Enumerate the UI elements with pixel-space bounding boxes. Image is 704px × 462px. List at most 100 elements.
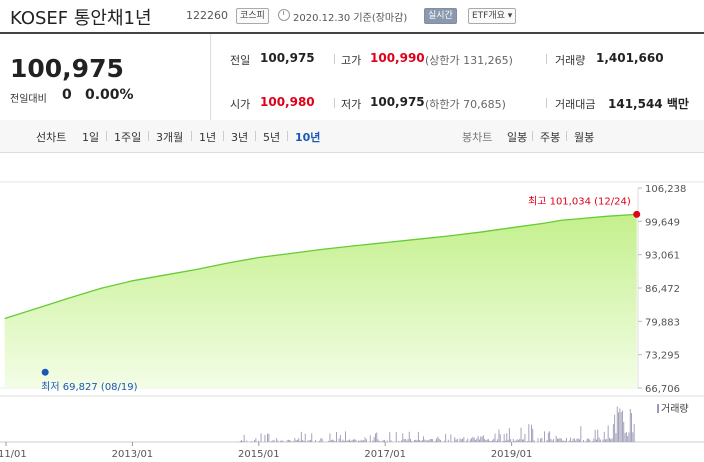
volume-bar bbox=[440, 439, 441, 442]
volume-bar bbox=[365, 439, 367, 442]
volume-bar bbox=[579, 439, 580, 442]
low-value: 100,975 bbox=[370, 95, 425, 109]
change-percent: 0.00% bbox=[85, 87, 134, 103]
volume-bar bbox=[403, 439, 405, 442]
tab-3m[interactable]: 3개월 bbox=[156, 131, 184, 144]
line-chart-label: 선차트 bbox=[36, 131, 67, 144]
etf-overview-dropdown[interactable]: ETF개요 ▾ bbox=[468, 8, 517, 24]
chart-tabs: 선차트 1일 1주일 3개월 1년 3년 5년 10년 봉차트 일봉 주봉 월봉 bbox=[0, 120, 704, 153]
volume-bar bbox=[580, 426, 582, 442]
volume-bar bbox=[469, 439, 471, 442]
volume-bar bbox=[423, 436, 424, 442]
volume-bar bbox=[381, 440, 383, 442]
volume-bar bbox=[514, 441, 515, 442]
tab-1d[interactable]: 1일 bbox=[82, 131, 100, 144]
volume-bar bbox=[521, 439, 523, 442]
volume-bar bbox=[321, 438, 323, 442]
volume-bar bbox=[268, 433, 270, 442]
volume-bar bbox=[421, 440, 423, 442]
tab-weekly-candle[interactable]: 주봉 bbox=[540, 131, 561, 144]
volume-bar bbox=[277, 440, 279, 442]
low-label: 저가 bbox=[341, 98, 362, 111]
volume-bar bbox=[573, 438, 575, 442]
high-marker bbox=[633, 210, 641, 218]
volume-bar bbox=[537, 438, 539, 442]
volume-bar bbox=[434, 440, 436, 442]
tab-5y[interactable]: 5년 bbox=[263, 131, 281, 144]
tab-1y[interactable]: 1년 bbox=[199, 131, 217, 144]
volume-bar bbox=[624, 433, 626, 442]
volume-bar bbox=[254, 440, 255, 442]
volume-bar bbox=[575, 440, 577, 442]
price-box: 100,975 전일대비 0 0.00% bbox=[0, 34, 211, 120]
volume-bar bbox=[592, 441, 593, 442]
volume-bar bbox=[594, 429, 596, 442]
tab-3y[interactable]: 3년 bbox=[231, 131, 249, 144]
volume-bar bbox=[302, 440, 304, 442]
volume-bar bbox=[597, 429, 599, 442]
y-tick-label: 73,295 bbox=[645, 351, 680, 362]
volume-bar bbox=[502, 440, 504, 442]
volume-bar bbox=[308, 440, 310, 442]
title-row: KOSEF 통안채1년 122260 코스피 2020.12.30 기준(장마감… bbox=[0, 0, 704, 32]
tab-10y[interactable]: 10년 bbox=[295, 131, 321, 144]
volume-bar bbox=[596, 439, 597, 442]
volume-bar bbox=[467, 438, 469, 442]
volume-bar bbox=[362, 440, 363, 442]
volume-bar bbox=[481, 436, 483, 442]
volume-bar bbox=[605, 439, 606, 442]
volume-bar bbox=[541, 437, 543, 442]
volume-bar bbox=[471, 438, 473, 442]
volume-bar bbox=[276, 438, 278, 442]
low-marker bbox=[41, 368, 49, 376]
volume-bar bbox=[345, 431, 346, 442]
volume-bar bbox=[295, 440, 297, 442]
market-badge: 코스피 bbox=[236, 8, 269, 24]
volume-bar bbox=[420, 440, 422, 442]
open-label: 시가 bbox=[230, 98, 251, 111]
volume-bar bbox=[246, 440, 248, 442]
volume-bar bbox=[432, 439, 434, 442]
volume-bar bbox=[576, 438, 578, 442]
x-tick-label: 2017/01 bbox=[364, 449, 406, 460]
volume-bar bbox=[607, 425, 609, 442]
volume-bar bbox=[524, 433, 526, 442]
volume-bar bbox=[615, 433, 617, 442]
volume-bar bbox=[334, 441, 336, 442]
tab-daily-candle[interactable]: 일봉 bbox=[507, 131, 528, 144]
tab-monthly-candle[interactable]: 월봉 bbox=[574, 131, 595, 144]
high-label: 고가 bbox=[341, 54, 362, 67]
volume-bar bbox=[339, 435, 341, 442]
volume-bar bbox=[386, 440, 388, 442]
volume-bar bbox=[341, 441, 343, 442]
volume-bar bbox=[485, 440, 487, 442]
volume-bar bbox=[329, 433, 331, 442]
volume-bar bbox=[632, 432, 634, 442]
volume-bar bbox=[555, 435, 557, 442]
volume-bar bbox=[488, 439, 489, 442]
volume-bar bbox=[614, 414, 616, 442]
volume-bar bbox=[606, 438, 608, 442]
volume-bar bbox=[477, 436, 479, 442]
realtime-button[interactable]: 실시간 bbox=[424, 8, 457, 24]
volume-bar bbox=[319, 440, 320, 442]
y-tick-label: 106,238 bbox=[645, 184, 686, 195]
volume-bar bbox=[360, 439, 362, 442]
price-chart[interactable]: 106,238 99,649 93,061 86,472 79,883 73,295 66,… bbox=[0, 152, 704, 462]
volume-bar bbox=[599, 439, 601, 442]
volume-bar bbox=[627, 435, 629, 442]
tab-1w[interactable]: 1주일 bbox=[114, 131, 142, 144]
volume-bar bbox=[343, 440, 345, 442]
high-value: 100,990 bbox=[370, 51, 425, 65]
volume-bar bbox=[454, 437, 456, 442]
x-tick-label: 2019/01 bbox=[491, 449, 533, 460]
volume-bar bbox=[425, 440, 427, 442]
volume-bar bbox=[571, 441, 573, 442]
volume-bar bbox=[455, 439, 457, 442]
volume-bar bbox=[280, 440, 281, 442]
volume-bar bbox=[243, 434, 245, 442]
volume-bar bbox=[562, 440, 564, 442]
volume-bar bbox=[484, 438, 486, 442]
volume-bar bbox=[290, 440, 292, 442]
volume-bar bbox=[602, 439, 604, 442]
